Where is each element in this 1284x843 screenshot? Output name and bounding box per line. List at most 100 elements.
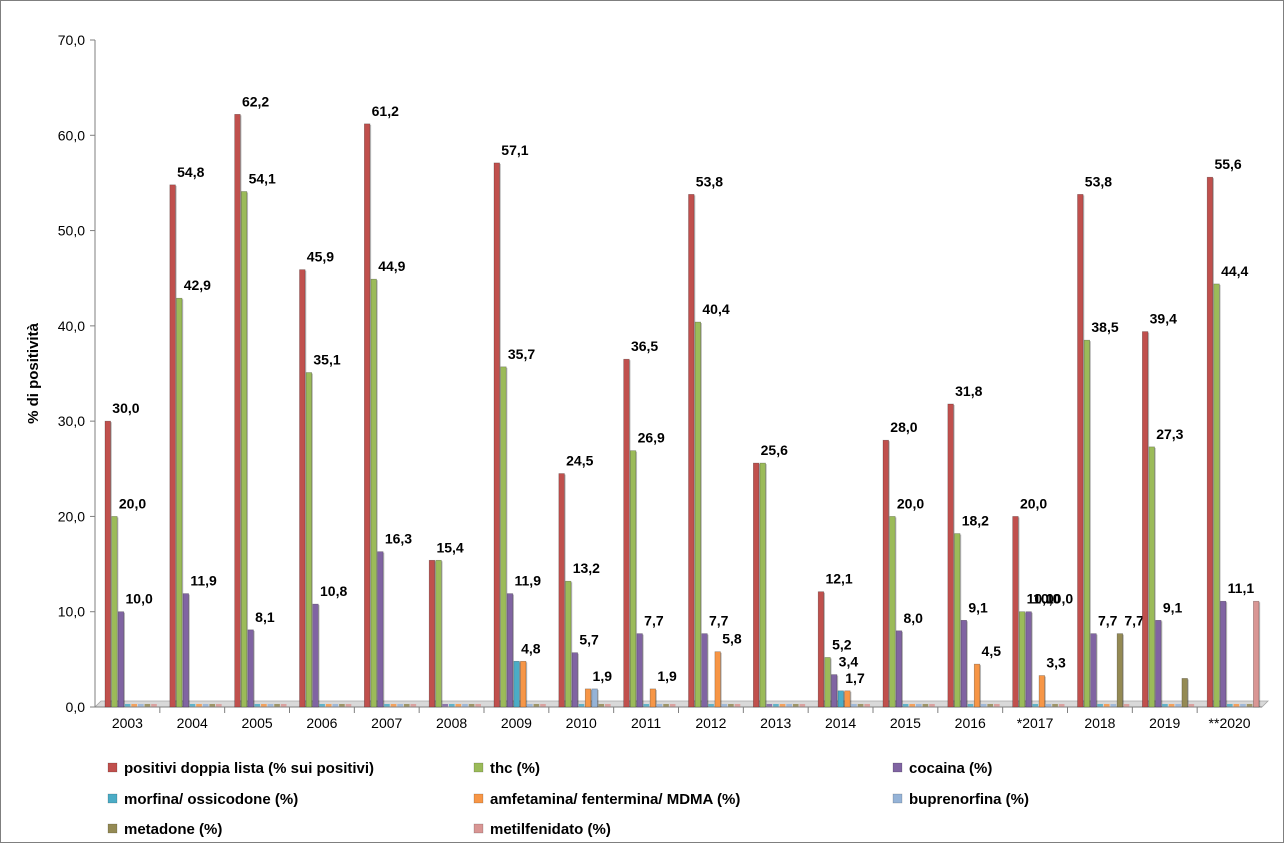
legend-label: amfetamina/ fentermina/ MDMA (%) xyxy=(490,791,740,808)
data-label: 54,1 xyxy=(249,171,276,187)
bar-zero-stub xyxy=(189,704,196,707)
x-tick-label: 2014 xyxy=(825,715,856,731)
bar-zero-stub xyxy=(455,704,462,707)
bar xyxy=(882,439,889,708)
x-tick-label: 2009 xyxy=(501,715,532,731)
bar-side-shade xyxy=(758,464,761,707)
bar-zero-stub xyxy=(1110,704,1117,707)
x-tick-label: 2004 xyxy=(177,715,208,731)
x-tick-label: 2015 xyxy=(890,715,921,731)
legend-swatch xyxy=(473,762,484,773)
bar-zero-stub xyxy=(786,704,792,707)
bar-zero-stub xyxy=(209,704,216,707)
bar xyxy=(831,674,838,708)
data-label: 11,1 xyxy=(1228,580,1255,596)
bar-zero-stub xyxy=(390,704,397,707)
y-axis-title: % di positività xyxy=(25,322,42,424)
bar-zero-stub xyxy=(339,704,345,707)
bar-side-shade xyxy=(311,373,313,707)
bar-side-shade xyxy=(175,185,177,707)
bar-side-shade xyxy=(850,691,852,707)
bar xyxy=(824,657,831,708)
data-label: 27,3 xyxy=(1156,426,1183,442)
bar xyxy=(947,403,954,708)
bar xyxy=(247,629,254,708)
data-label: 5,7 xyxy=(579,632,599,648)
data-label: 8,1 xyxy=(255,609,275,625)
data-label: 5,8 xyxy=(722,631,742,647)
data-label: 38,5 xyxy=(1091,319,1118,335)
bar-zero-stub xyxy=(1058,704,1065,707)
bar-side-shade xyxy=(694,195,696,707)
data-label: 10,0 xyxy=(1027,591,1054,607)
data-label: 7,7 xyxy=(1098,613,1118,629)
bar-zero-stub xyxy=(267,704,274,707)
bar-side-shade xyxy=(966,621,968,707)
bar-zero-stub xyxy=(1240,704,1246,707)
data-label: 18,2 xyxy=(962,513,989,529)
bar-zero-stub xyxy=(319,704,325,707)
bar-zero-stub xyxy=(1233,704,1240,707)
bar-side-shade xyxy=(823,592,825,707)
bar-zero-stub xyxy=(1032,704,1039,707)
bar-zero-stub xyxy=(967,704,974,707)
bar-zero-stub xyxy=(325,704,332,707)
bar-zero-stub xyxy=(151,704,157,707)
bar-zero-stub xyxy=(196,704,202,707)
data-label: 10,0 xyxy=(1033,591,1060,607)
bar-zero-stub xyxy=(527,704,533,707)
bar-zero-stub xyxy=(384,704,390,707)
bar-zero-stub xyxy=(1168,704,1175,707)
bar-zero-stub xyxy=(578,704,585,707)
bar xyxy=(500,366,507,708)
legend-label: positivi doppia lista (% sui positivi) xyxy=(124,760,374,777)
y-tick-label: 20,0 xyxy=(58,508,85,524)
bar-side-shade xyxy=(188,594,190,707)
bar-zero-stub xyxy=(663,704,669,707)
data-label: 44,4 xyxy=(1221,263,1248,279)
bar xyxy=(435,559,442,708)
bar-side-shade xyxy=(642,634,644,707)
bar-zero-stub xyxy=(345,704,352,707)
bar-side-shade xyxy=(635,451,638,707)
bar-side-shade xyxy=(765,464,767,707)
bar-zero-stub xyxy=(598,704,605,707)
bar-side-shade xyxy=(526,662,528,707)
data-label: 10,8 xyxy=(320,583,347,599)
bar-side-shade xyxy=(1161,621,1163,707)
bar-zero-stub xyxy=(994,704,1000,707)
bar-zero-stub xyxy=(857,704,864,707)
bar-side-shade xyxy=(597,689,599,707)
legend-swatch xyxy=(473,823,484,834)
data-label: 53,8 xyxy=(696,173,723,189)
bar-zero-stub xyxy=(779,704,786,707)
bar xyxy=(1148,446,1155,708)
bar-zero-stub xyxy=(1226,704,1233,707)
bar-zero-stub xyxy=(216,704,222,707)
legend-swatch xyxy=(107,793,118,804)
bar xyxy=(117,611,125,708)
bar-zero-stub xyxy=(734,704,741,707)
bar-side-shade xyxy=(499,163,501,707)
bar xyxy=(1220,600,1227,708)
x-tick-label: 2011 xyxy=(631,715,661,731)
bar-side-shade xyxy=(700,323,702,707)
x-tick-label: 2008 xyxy=(436,715,467,731)
bar-zero-stub xyxy=(442,704,448,707)
bar xyxy=(1025,611,1032,708)
bar-zero-stub xyxy=(916,704,922,707)
x-tick-label: 2019 xyxy=(1149,715,1180,731)
bar xyxy=(558,473,565,708)
bar xyxy=(1253,600,1260,708)
data-label: 26,9 xyxy=(638,430,665,446)
data-label: 42,9 xyxy=(184,277,211,293)
data-label: 24,5 xyxy=(566,453,593,469)
bar xyxy=(701,633,708,708)
bar-side-shade xyxy=(1219,284,1221,707)
bar-zero-stub xyxy=(468,704,475,707)
data-label: 20,0 xyxy=(897,495,924,511)
legend-swatch xyxy=(107,823,118,834)
bar-side-shade xyxy=(376,280,378,707)
bar-side-shade xyxy=(1096,634,1098,707)
